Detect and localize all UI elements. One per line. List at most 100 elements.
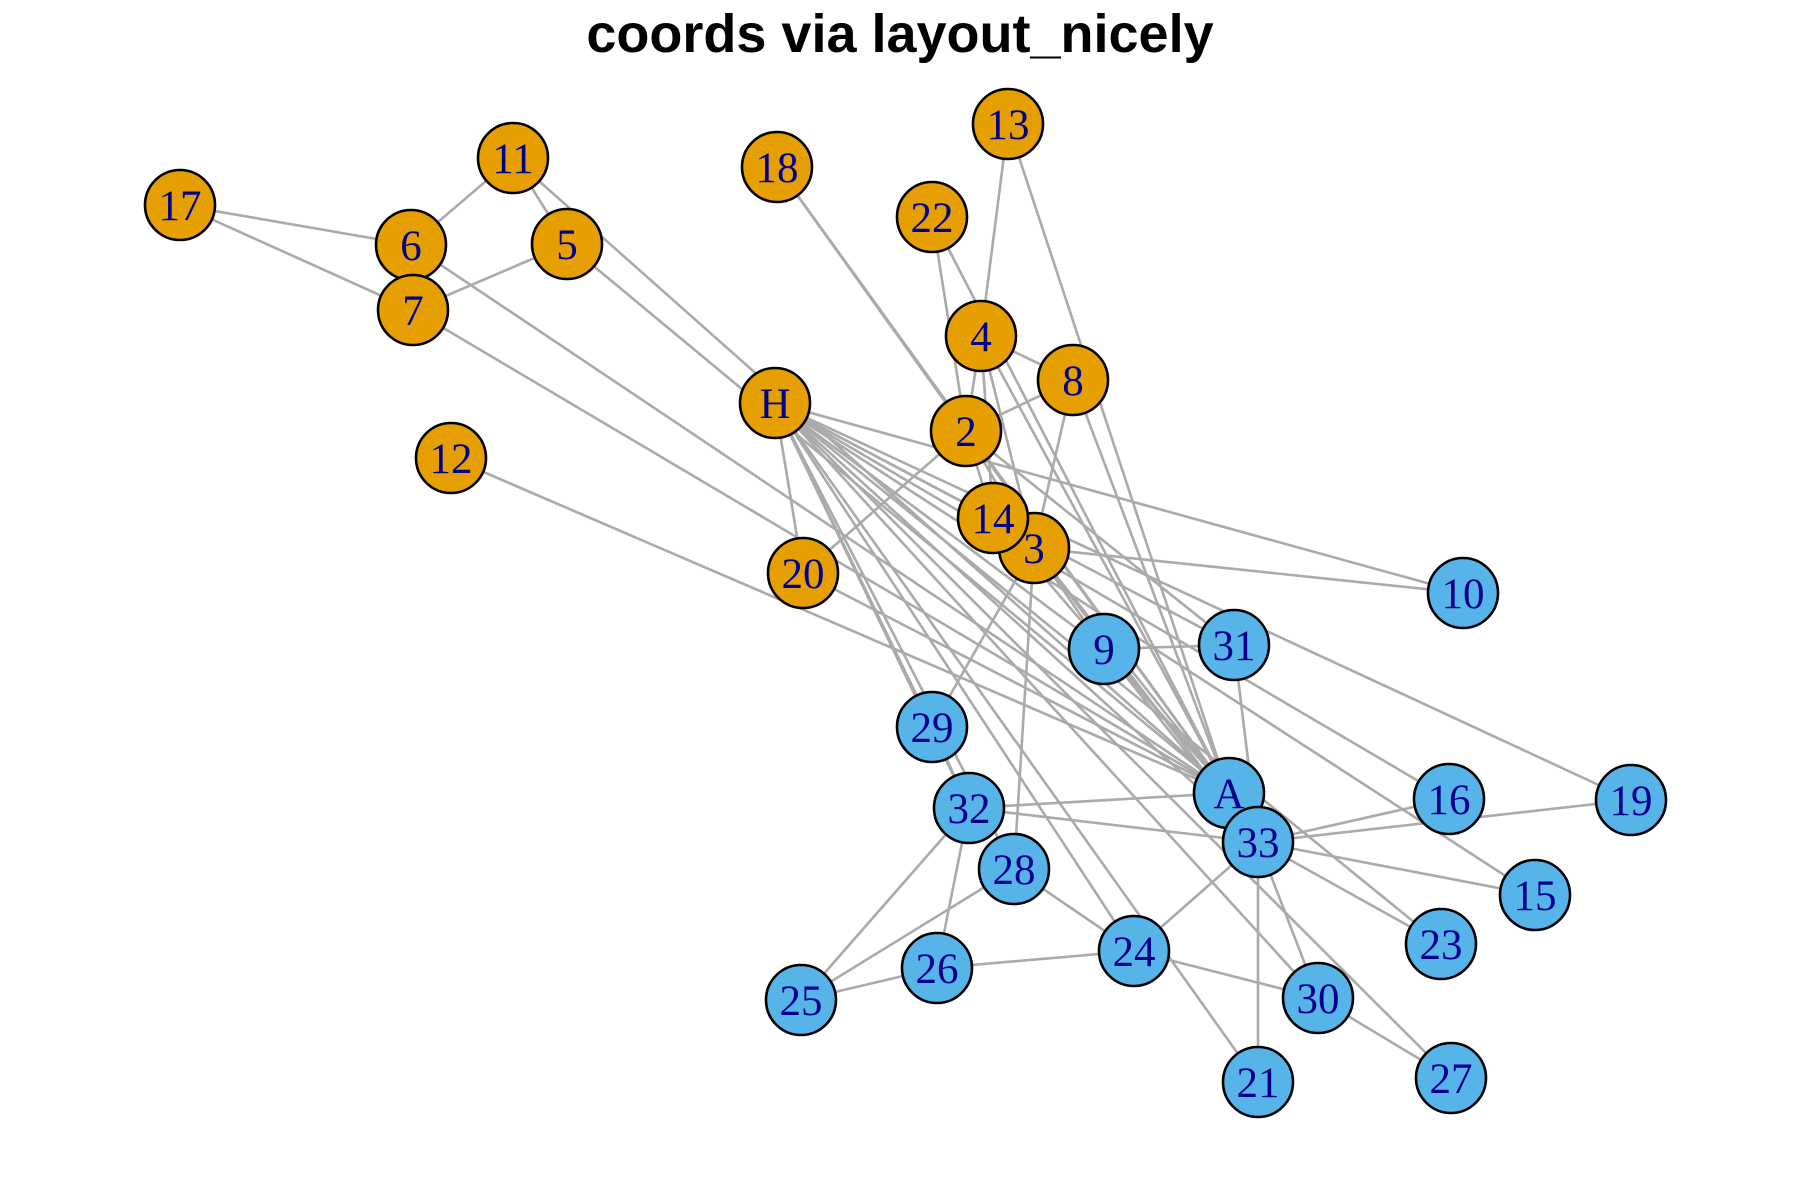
edge-30-H bbox=[774, 402, 1319, 999]
node-circle bbox=[1281, 961, 1355, 1035]
node-circle bbox=[944, 299, 1018, 373]
node-circle bbox=[376, 273, 450, 347]
node-label: 18 bbox=[756, 145, 799, 192]
node-label: 26 bbox=[916, 946, 959, 993]
node-4[interactable]: 4 bbox=[944, 299, 1018, 373]
edge-2-31 bbox=[965, 429, 1235, 647]
node-circle bbox=[1594, 763, 1668, 837]
node-27[interactable]: 27 bbox=[1414, 1041, 1488, 1115]
node-circle bbox=[414, 421, 488, 495]
node-28[interactable]: 28 bbox=[977, 832, 1051, 906]
node-18[interactable]: 18 bbox=[740, 130, 814, 204]
node-circle bbox=[1097, 914, 1171, 988]
node-label: 28 bbox=[993, 847, 1036, 894]
edge-15-H bbox=[774, 401, 1536, 897]
edge-A-4 bbox=[979, 335, 1231, 794]
node-29[interactable]: 29 bbox=[895, 690, 969, 764]
node-label: H bbox=[759, 381, 790, 428]
edge-A-20 bbox=[802, 571, 1230, 795]
node-circle bbox=[1412, 762, 1486, 836]
node-5[interactable]: 5 bbox=[530, 207, 604, 281]
node-12[interactable]: 12 bbox=[414, 421, 488, 495]
node-13[interactable]: 13 bbox=[971, 87, 1045, 161]
node-11[interactable]: 11 bbox=[476, 121, 550, 195]
node-circle bbox=[1221, 805, 1295, 879]
node-label: 33 bbox=[1237, 820, 1280, 867]
node-label: 17 bbox=[159, 183, 202, 230]
edge-A-5 bbox=[566, 242, 1230, 795]
edge-25-28 bbox=[800, 867, 1015, 1002]
edge-3-28 bbox=[1012, 547, 1036, 870]
node-label: 7 bbox=[402, 288, 424, 335]
node-label: 2 bbox=[955, 409, 977, 456]
edge-32-33 bbox=[968, 806, 1259, 844]
node-31[interactable]: 31 bbox=[1197, 608, 1271, 682]
node-circle bbox=[971, 87, 1045, 161]
edge-A-8 bbox=[1071, 379, 1231, 794]
node-25[interactable]: 25 bbox=[764, 963, 838, 1037]
node-24[interactable]: 24 bbox=[1097, 914, 1171, 988]
edge-33-H bbox=[774, 402, 1259, 843]
node-circle bbox=[143, 168, 217, 242]
node-label: 24 bbox=[1113, 929, 1156, 976]
node-14[interactable]: 14 bbox=[956, 481, 1030, 555]
node-circle bbox=[1404, 907, 1478, 981]
node-30[interactable]: 30 bbox=[1281, 961, 1355, 1035]
node-circle bbox=[895, 180, 969, 254]
node-8[interactable]: 8 bbox=[1036, 343, 1110, 417]
node-20[interactable]: 20 bbox=[766, 536, 840, 610]
node-circle bbox=[1221, 1045, 1295, 1119]
edge-A-13 bbox=[1006, 123, 1231, 794]
node-9[interactable]: 9 bbox=[1067, 612, 1141, 686]
node-16[interactable]: 16 bbox=[1412, 762, 1486, 836]
node-circle bbox=[956, 481, 1030, 555]
node-15[interactable]: 15 bbox=[1498, 858, 1572, 932]
node-label: A bbox=[1213, 771, 1244, 818]
node-label: 32 bbox=[948, 786, 991, 833]
edge-19-H bbox=[774, 401, 1632, 802]
node-label: 15 bbox=[1514, 873, 1557, 920]
node-label: 4 bbox=[970, 314, 992, 361]
node-10[interactable]: 10 bbox=[1426, 556, 1500, 630]
node-H[interactable]: H bbox=[738, 366, 812, 440]
node-label: 30 bbox=[1297, 976, 1340, 1023]
edge-15-33 bbox=[1257, 840, 1536, 897]
node-circle bbox=[1426, 556, 1500, 630]
node-label: 29 bbox=[911, 705, 954, 752]
node-label: 22 bbox=[911, 195, 954, 242]
edge-A-32 bbox=[968, 791, 1230, 810]
node-circle bbox=[1414, 1041, 1488, 1115]
node-label: 13 bbox=[987, 102, 1030, 149]
node-2[interactable]: 2 bbox=[929, 394, 1003, 468]
node-6[interactable]: 6 bbox=[374, 208, 448, 282]
node-label: 9 bbox=[1093, 627, 1115, 674]
node-circle bbox=[738, 366, 812, 440]
edge-21-H bbox=[773, 402, 1260, 1083]
node-33[interactable]: 33 bbox=[1221, 805, 1295, 879]
node-26[interactable]: 26 bbox=[900, 931, 974, 1005]
node-22[interactable]: 22 bbox=[895, 180, 969, 254]
node-label: 10 bbox=[1442, 571, 1485, 618]
node-label: 27 bbox=[1430, 1056, 1473, 1103]
node-circle bbox=[1197, 608, 1271, 682]
edge-6-17 bbox=[179, 203, 412, 247]
node-label: 25 bbox=[780, 978, 823, 1025]
node-19[interactable]: 19 bbox=[1594, 763, 1668, 837]
node-7[interactable]: 7 bbox=[376, 273, 450, 347]
node-circle bbox=[764, 963, 838, 1037]
edge-10-H bbox=[774, 401, 1464, 595]
node-label: 23 bbox=[1420, 922, 1463, 969]
node-23[interactable]: 23 bbox=[1404, 907, 1478, 981]
node-circle bbox=[929, 394, 1003, 468]
node-label: 31 bbox=[1213, 623, 1256, 670]
edge-7-17 bbox=[179, 203, 414, 312]
edge-9-H bbox=[774, 401, 1105, 651]
edge-3-10 bbox=[1033, 546, 1464, 595]
edge-16-H bbox=[774, 401, 1450, 801]
node-circle bbox=[900, 931, 974, 1005]
node-21[interactable]: 21 bbox=[1221, 1045, 1295, 1119]
node-17[interactable]: 17 bbox=[143, 168, 217, 242]
edge-27-H bbox=[774, 402, 1452, 1079]
node-32[interactable]: 32 bbox=[932, 771, 1006, 845]
